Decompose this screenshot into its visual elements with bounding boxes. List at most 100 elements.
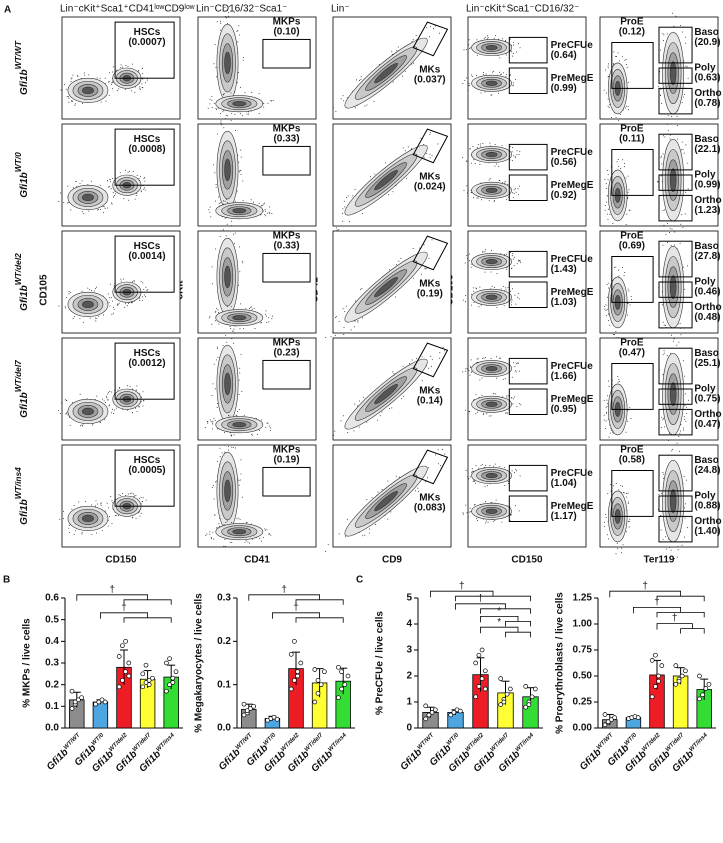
data-point — [244, 708, 250, 714]
event-dot — [501, 38, 503, 40]
event-dot — [77, 76, 79, 78]
event-dot — [484, 251, 486, 253]
event-dot — [209, 533, 211, 535]
data-point — [251, 703, 256, 709]
event-dot — [102, 211, 104, 213]
event-dot — [385, 162, 387, 164]
event-dot — [435, 454, 437, 456]
event-dot — [224, 451, 226, 453]
event-dot — [217, 309, 219, 311]
event-dot — [477, 197, 479, 199]
event-dot — [487, 521, 489, 523]
event-dot — [471, 294, 473, 296]
event-dot — [677, 138, 679, 140]
event-dot — [266, 322, 268, 324]
event-dot — [465, 409, 467, 411]
event-dot — [659, 94, 661, 96]
event-dot — [241, 260, 243, 262]
event-dot — [381, 411, 383, 413]
gate-value: (0.0012) — [128, 358, 165, 369]
event-dot — [264, 313, 266, 315]
event-dot — [466, 77, 468, 79]
allele: WT/del7 — [489, 732, 510, 753]
event-dot — [512, 403, 514, 405]
event-dot — [615, 266, 617, 268]
gate-value: (0.12) — [619, 27, 645, 38]
data-point — [170, 680, 176, 685]
event-dot — [81, 180, 83, 182]
event-dot — [369, 528, 371, 530]
data-point — [679, 673, 685, 679]
event-dot — [108, 302, 110, 304]
event-dot — [108, 405, 110, 407]
data-point — [342, 682, 348, 688]
gate-value: (1.66) — [551, 371, 577, 382]
event-dot — [207, 107, 209, 109]
gate-name: Poly — [694, 63, 716, 74]
contour — [232, 208, 247, 214]
event-dot — [67, 202, 69, 204]
event-dot — [119, 387, 121, 389]
data-point — [656, 673, 661, 679]
gate-value: (0.99) — [551, 83, 577, 94]
data-point — [602, 722, 608, 728]
event-dot — [374, 523, 376, 525]
event-dot — [251, 308, 253, 310]
event-dot — [143, 178, 145, 180]
event-dot — [622, 439, 624, 441]
gate — [262, 145, 311, 176]
event-dot — [72, 187, 74, 189]
event-dot — [269, 427, 271, 429]
y-axis-label: % PreCFUe / live cells — [375, 611, 386, 715]
event-dot — [623, 166, 625, 168]
event-dot — [680, 424, 682, 426]
event-dot — [484, 249, 486, 251]
gate — [658, 347, 693, 385]
event-dot — [670, 352, 672, 354]
event-dot — [684, 419, 686, 421]
event-dot — [120, 280, 122, 282]
gate — [508, 67, 548, 94]
event-dot — [608, 436, 610, 438]
event-dot — [618, 275, 620, 277]
event-dot — [512, 197, 514, 199]
data-point — [423, 703, 429, 709]
event-dot — [57, 410, 59, 412]
event-dot — [516, 470, 518, 472]
data-point — [501, 699, 507, 705]
event-dot — [411, 359, 413, 361]
event-dot — [214, 514, 216, 516]
event-dot — [238, 25, 240, 27]
event-dot — [467, 85, 469, 87]
gate — [658, 87, 693, 115]
event-dot — [360, 78, 362, 80]
gate-value: (0.10) — [273, 27, 299, 38]
event-dot — [423, 157, 425, 159]
event-dot — [109, 283, 111, 285]
event-dot — [211, 428, 213, 430]
event-dot — [220, 202, 222, 204]
event-dot — [140, 190, 142, 192]
event-dot — [504, 485, 506, 487]
event-dot — [439, 32, 441, 34]
event-dot — [512, 398, 514, 400]
data-point — [170, 675, 176, 681]
event-dot — [225, 235, 227, 237]
event-dot — [469, 148, 471, 150]
event-dot — [354, 107, 356, 109]
event-dot — [412, 39, 414, 41]
event-dot — [132, 412, 134, 414]
event-dot — [352, 195, 354, 197]
event-dot — [211, 486, 213, 488]
event-dot — [255, 417, 257, 419]
event-dot — [112, 177, 114, 179]
event-dot — [109, 186, 111, 188]
event-dot — [687, 162, 689, 164]
gate — [262, 252, 311, 283]
event-dot — [234, 200, 236, 202]
event-dot — [605, 309, 607, 311]
event-dot — [618, 120, 620, 122]
event-dot — [123, 198, 125, 200]
event-dot — [95, 505, 97, 507]
event-dot — [684, 507, 686, 509]
